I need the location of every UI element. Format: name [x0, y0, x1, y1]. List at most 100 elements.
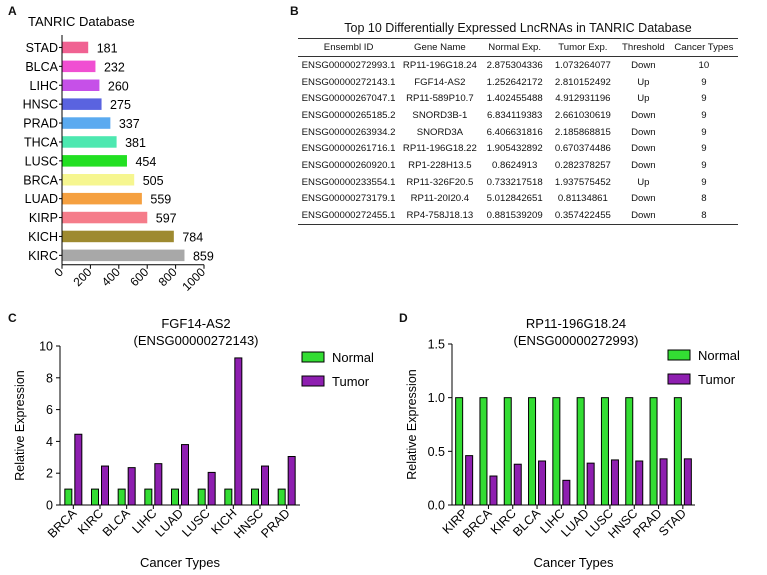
- table-cell: 8: [701, 193, 707, 205]
- panel-letter-a: A: [8, 4, 17, 18]
- table-row: ENSG00000263934.2 SNORD3A 6.406631816 2.185…: [298, 124, 738, 141]
- y-tick-label-1-5: 1.5: [428, 338, 445, 352]
- table-cell: 1.905432892: [486, 143, 543, 155]
- bar-tumor-hnsc: [261, 465, 269, 506]
- table-cell: 0.881539209: [480, 207, 549, 225]
- bar-tumor-lusc: [207, 471, 216, 506]
- y-axis-label: Relative Expression: [13, 370, 27, 481]
- bar-tumor-prad: [287, 456, 296, 506]
- bar-normal-prad: [649, 397, 658, 506]
- table-cell: 10: [698, 59, 710, 71]
- bar-tumor-kirp: [465, 455, 474, 506]
- table-cell: 9: [701, 76, 707, 88]
- bar-normal-brca: [64, 488, 73, 506]
- table-cell: Down: [631, 143, 656, 155]
- bar-tumor-blca: [127, 467, 136, 506]
- legend-swatch-normal: [301, 351, 325, 363]
- bar-kirp: [62, 211, 148, 224]
- bar-kich: [62, 230, 174, 243]
- bar-lusc: [62, 155, 127, 167]
- table-row: ENSG00000273179.1 RP11-20I20.4 5.012842651…: [298, 191, 738, 208]
- data-label-kich: 784: [182, 230, 203, 244]
- x-tick-label-200: 200: [70, 265, 94, 289]
- lncrna-table: Ensembl ID Gene Name Normal Exp. Tumor Exp.…: [298, 38, 738, 225]
- table-cell: 9: [701, 159, 707, 171]
- table-cell: Down: [631, 59, 656, 71]
- bar-stad: [62, 41, 89, 54]
- table-cell: 0.8624913: [491, 159, 538, 171]
- table-cell: ENSG00000265185.2: [301, 109, 396, 121]
- bar-hnsc: [62, 98, 102, 110]
- bar-kirc: [62, 249, 185, 262]
- table-row: ENSG00000233554.1 RP11-326F20.5 0.73321751…: [298, 174, 738, 191]
- table-b-title: Top 10 Differentially Expressed LncRNAs …: [344, 21, 692, 35]
- table-cell: 0.733217518: [486, 176, 543, 188]
- x-tick-label-blca: BLCA: [510, 506, 543, 539]
- bar-normal-kirc: [503, 397, 512, 506]
- x-axis-label: Cancer Types: [140, 555, 220, 570]
- table-cell: ENSG00000267047.1: [301, 93, 396, 105]
- table-row: ENSG00000265185.2 SNORD3B-1 6.834119383 2.6…: [298, 107, 738, 124]
- bar-normal-kirp: [455, 397, 464, 506]
- bar-normal-hnsc: [625, 397, 634, 506]
- table-cell: Down: [631, 159, 656, 171]
- y-tick-label-8: 8: [46, 371, 53, 385]
- x-tick-label-600: 600: [127, 265, 151, 289]
- y-tick-label-prad: PRAD: [23, 117, 58, 131]
- bar-luad: [62, 192, 142, 205]
- table-cell: Up: [637, 76, 650, 88]
- table-cell: 5.012842651: [486, 193, 543, 205]
- table-cell: Up: [637, 93, 650, 105]
- bar-tumor-blca: [538, 460, 547, 506]
- bar-tumor-brca: [74, 433, 83, 506]
- chart-d-subtitle: (ENSG00000272993): [513, 333, 638, 348]
- y-tick-label-0-0: 0.0: [428, 499, 445, 513]
- bar-normal-kirc: [91, 488, 99, 506]
- panel-letter-c: C: [8, 311, 17, 325]
- table-cell: RP11-196G18.22: [402, 143, 477, 155]
- y-tick-label-4: 4: [46, 435, 53, 449]
- x-tick-label-kirc: KIRC: [75, 506, 106, 537]
- bar-normal-luad: [576, 397, 585, 506]
- bar-normal-blca: [117, 488, 126, 506]
- legend-swatch-normal: [667, 349, 691, 361]
- bar-normal-lusc: [197, 488, 206, 506]
- table-row: ENSG00000267047.1 RP11-589P10.7 1.40245548…: [298, 90, 738, 107]
- bar-prad: [62, 117, 111, 129]
- table-cell: RP11-20I20.4: [410, 193, 470, 205]
- x-tick-label-400: 400: [99, 265, 123, 289]
- y-tick-label-0: 0: [46, 499, 53, 513]
- table-cell: 0.357422455: [548, 207, 617, 225]
- table-cell: 2.185868815: [554, 126, 611, 138]
- legend-label-normal: Normal: [698, 348, 740, 363]
- bar-normal-lusc: [600, 397, 609, 506]
- table-cell: 9: [701, 126, 707, 138]
- legend-label-tumor: Tumor: [332, 374, 370, 389]
- table-cell: ENSG00000233554.1: [301, 176, 396, 188]
- table-cell: RP4-758J18.13: [399, 207, 481, 225]
- table-row: ENSG00000272455.1 RP4-758J18.13 0.88153920…: [298, 207, 738, 225]
- bar-blca: [62, 60, 96, 73]
- bar-normal-lihc: [552, 397, 561, 506]
- bar-normal-brca: [479, 397, 488, 506]
- table-cell: 9: [701, 109, 707, 121]
- table-cell: ENSG00000272993.1: [301, 59, 396, 71]
- bar-tumor-lusc: [610, 459, 619, 506]
- table-cell: ENSG00000261716.1: [301, 143, 396, 155]
- y-tick-label-lihc: LIHC: [30, 79, 58, 93]
- bar-normal-blca: [528, 397, 537, 506]
- table-row: ENSG00000272993.1 RP11-196G18.24 2.8753043…: [298, 57, 738, 74]
- data-label-lusc: 454: [135, 155, 156, 169]
- table-cell: RP11-589P10.7: [406, 93, 474, 105]
- column-header-gene-name: Gene Name: [399, 38, 481, 57]
- bar-tumor-brca: [489, 475, 498, 506]
- table-cell: 1.937575452: [554, 176, 611, 188]
- data-label-blca: 232: [104, 60, 125, 74]
- y-tick-label-10: 10: [39, 340, 53, 354]
- chart-c-title: FGF14-AS2: [161, 316, 230, 331]
- bar-tumor-stad: [683, 458, 692, 506]
- y-tick-label-kirc: KIRC: [28, 249, 58, 263]
- y-tick-label-thca: THCA: [24, 135, 59, 149]
- y-tick-label-0-5: 0.5: [428, 445, 445, 459]
- table-cell: 2.810152492: [554, 76, 611, 88]
